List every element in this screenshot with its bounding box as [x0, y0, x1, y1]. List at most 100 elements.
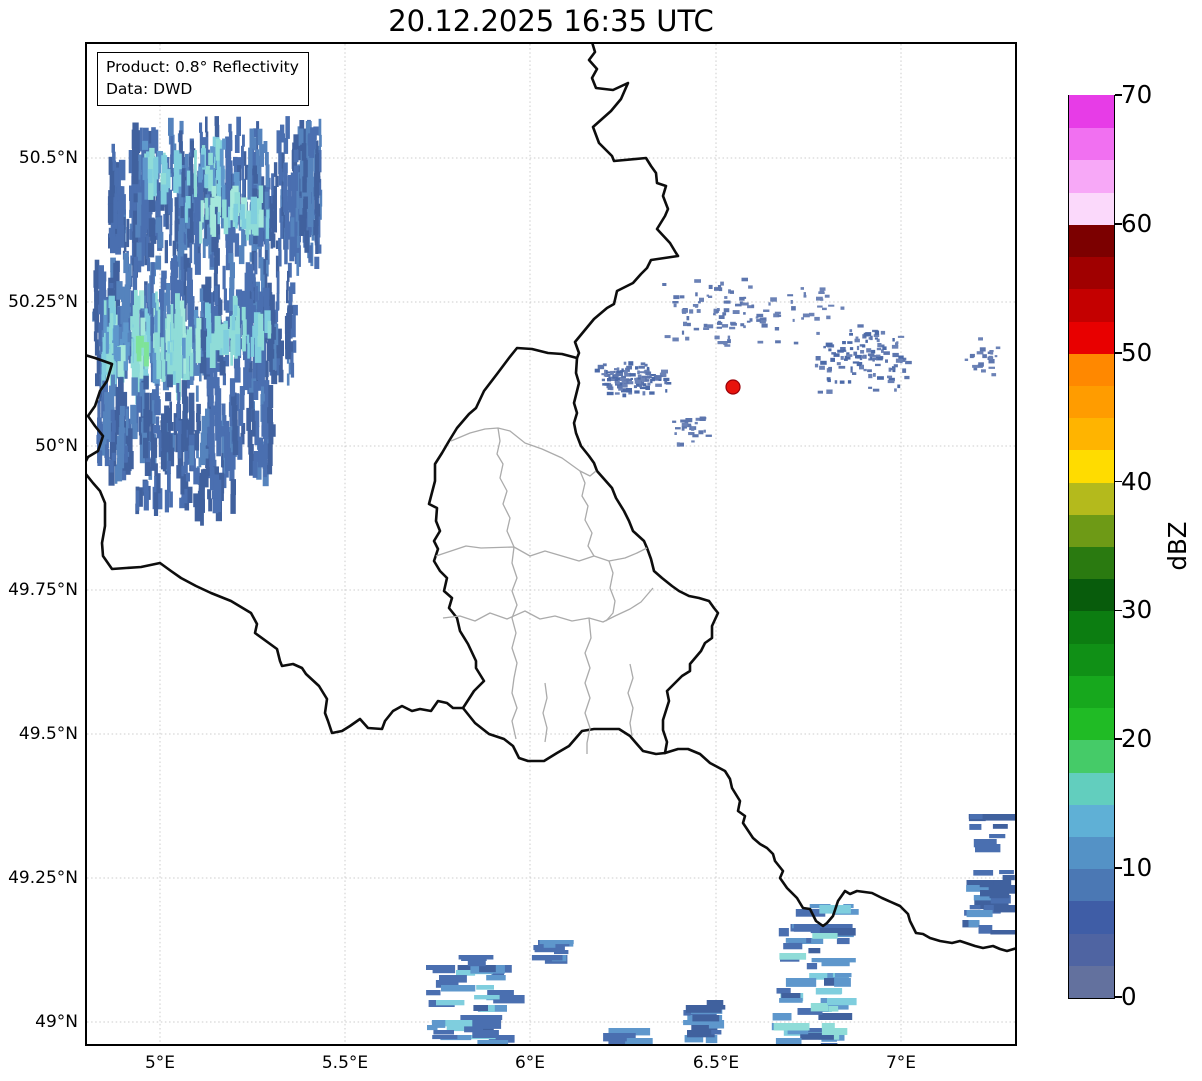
echo-pixel: [639, 383, 642, 388]
country-border-path: [427, 346, 720, 763]
echo-pixel: [978, 925, 993, 934]
echo-pixel: [200, 503, 204, 526]
echo-pixel: [117, 186, 125, 196]
echo-pixel: [285, 201, 289, 215]
echo-pixel: [216, 221, 220, 234]
colorbar-tick-mark: [1115, 867, 1122, 869]
echo-pixel: [134, 327, 140, 339]
echo-pixel: [316, 244, 322, 254]
echo-pixel: [307, 134, 313, 146]
echo-pixel: [194, 157, 197, 174]
echo-pixel: [616, 1028, 651, 1036]
echo-pixel: [683, 1020, 718, 1026]
echo-pixel: [230, 190, 234, 212]
echo-pixel: [288, 341, 294, 358]
echo-pixel: [819, 365, 825, 370]
echo-pixel: [253, 381, 259, 391]
echo-pixel: [311, 219, 316, 236]
echo-pixel: [887, 380, 895, 384]
echo-pixel: [104, 403, 111, 413]
echo-pixel: [739, 301, 743, 306]
echo-pixel: [781, 993, 801, 1002]
echo-pixel: [803, 294, 807, 298]
echo-pixel: [810, 1003, 829, 1012]
echo-pixel: [746, 320, 751, 323]
echo-pixel: [619, 377, 626, 381]
echo-pixel: [168, 117, 174, 136]
echo-pixel: [267, 282, 272, 294]
echo-pixel: [761, 323, 768, 328]
echo-pixel: [282, 185, 288, 198]
echo-pixel: [267, 407, 273, 424]
echo-pixel: [637, 371, 645, 374]
echo-pixel: [123, 241, 127, 252]
echo-pixel: [164, 240, 168, 264]
echo-pixel: [199, 221, 203, 244]
admin-border-path: [442, 587, 654, 623]
echo-pixel: [274, 323, 279, 346]
echo-pixel: [199, 325, 205, 349]
echo-pixel: [488, 1035, 515, 1043]
echo-pixel: [140, 174, 147, 191]
echo-pixel: [863, 368, 867, 372]
echo-pixel: [199, 122, 203, 133]
echo-pixel: [157, 190, 163, 202]
echo-pixel: [493, 995, 525, 1004]
echo-pixel: [117, 213, 124, 226]
echo-pixel: [248, 361, 253, 376]
echo-pixel: [620, 1033, 636, 1040]
echo-pixel: [974, 900, 987, 909]
echo-pixel: [201, 284, 207, 307]
echo-pixel: [267, 208, 274, 227]
echo-pixel: [252, 325, 256, 338]
echo-pixel: [184, 437, 188, 451]
echo-pixel: [132, 147, 139, 171]
colorbar-tick-label: 10: [1121, 853, 1153, 883]
echo-pixel: [112, 151, 116, 162]
colorbar-tick-label: 30: [1121, 595, 1153, 625]
echo-pixel: [208, 152, 213, 166]
echo-pixel: [150, 292, 154, 314]
echo-pixel: [117, 360, 124, 377]
echo-pixel: [793, 341, 799, 345]
echo-pixel: [129, 332, 133, 342]
echo-pixel: [233, 172, 240, 182]
echo-pixel: [839, 380, 845, 384]
echo-pixel: [840, 347, 846, 352]
echo-pixel: [196, 403, 201, 414]
echo-pixel: [200, 200, 204, 223]
echo-pixel: [98, 402, 101, 415]
echo-pixel: [119, 433, 125, 454]
echo-pixel: [245, 298, 251, 307]
echo-pixel: [426, 965, 439, 970]
echo-pixel: [656, 375, 659, 381]
echo-pixel: [299, 212, 304, 236]
echo-pixel: [137, 249, 142, 273]
echo-pixel: [708, 284, 713, 289]
echo-pixel: [101, 397, 107, 419]
echo-pixel: [836, 362, 841, 366]
echo-pixel: [113, 262, 118, 282]
echo-pixel: [213, 176, 216, 187]
admin-border-path: [605, 560, 616, 622]
echo-pixel: [844, 358, 848, 361]
echo-pixel: [257, 209, 264, 228]
echo-pixel: [314, 173, 318, 197]
echo-pixel: [250, 283, 254, 292]
echo-pixel: [228, 253, 234, 264]
echo-pixel: [281, 152, 285, 169]
echo-pixel: [235, 334, 241, 356]
echo-pixel: [96, 290, 101, 303]
echo-pixel: [716, 326, 722, 329]
echo-pixel: [214, 331, 221, 351]
echo-pixel: [642, 391, 646, 396]
echo-pixel: [315, 140, 319, 154]
echo-pixel: [211, 185, 217, 197]
echo-pixel: [215, 425, 219, 441]
echo-pixel: [251, 291, 255, 300]
echo-pixel: [169, 401, 172, 424]
echo-pixel: [174, 333, 179, 353]
echo-pixel: [601, 373, 606, 376]
admin-border-path: [435, 545, 648, 562]
echo-pixel: [160, 451, 167, 470]
